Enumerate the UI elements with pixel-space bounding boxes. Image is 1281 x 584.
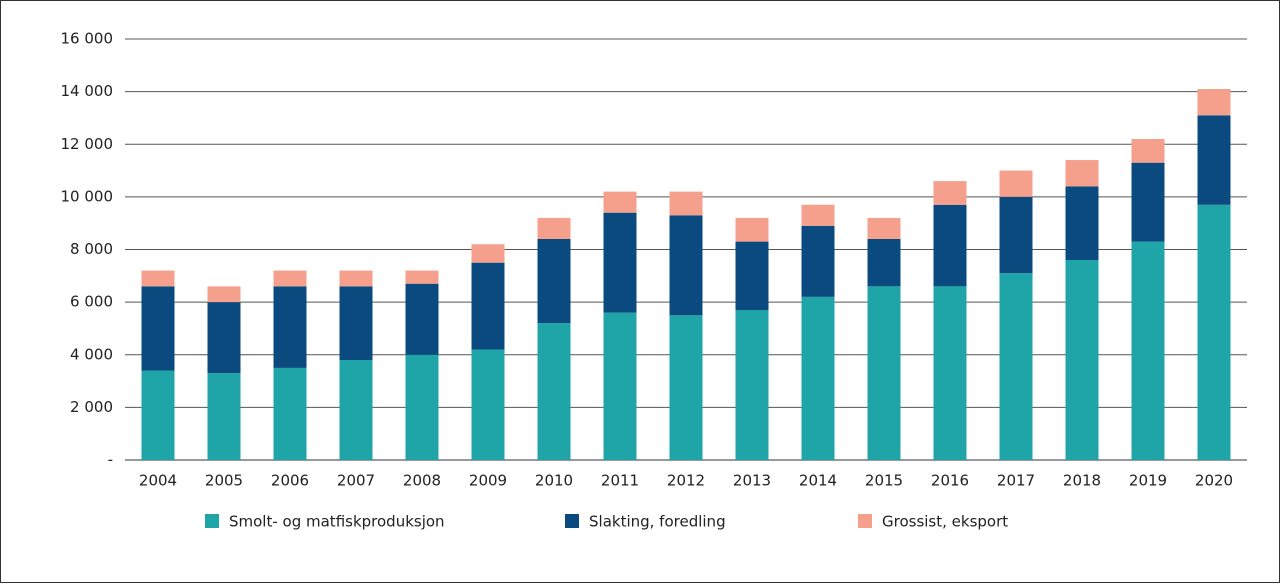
y-tick-label: 6 000	[70, 293, 113, 311]
x-tick-label: 2013	[733, 472, 771, 490]
bar-segment	[603, 191, 637, 213]
x-tick-label: 2010	[535, 472, 573, 490]
bar-segment	[1131, 162, 1165, 242]
x-tick-label: 2005	[205, 472, 243, 490]
bar-segment	[537, 238, 571, 324]
bar-segment	[471, 262, 505, 350]
bar-segment	[933, 286, 967, 460]
legend-label: Slakting, foredling	[589, 513, 726, 531]
bar-segment	[867, 238, 901, 287]
y-tick-label: 14 000	[61, 82, 114, 100]
bar-segment	[405, 270, 439, 284]
x-tick-label: 2009	[469, 472, 507, 490]
bar-segment	[207, 373, 241, 460]
bar-segment	[801, 225, 835, 297]
bar-segment	[1065, 186, 1099, 261]
bar-segment	[669, 215, 703, 316]
x-tick-label: 2004	[139, 472, 177, 490]
bar-segment	[933, 204, 967, 287]
bar-segment	[339, 270, 373, 287]
bar-segment	[735, 241, 769, 311]
x-tick-label: 2015	[865, 472, 903, 490]
legend-swatch	[205, 514, 219, 528]
bar-segment	[273, 367, 307, 460]
bar-segment	[405, 283, 439, 355]
x-tick-label: 2012	[667, 472, 705, 490]
bar-segment	[933, 181, 967, 205]
x-tick-label: 2018	[1063, 472, 1101, 490]
y-tick-label: 2 000	[70, 398, 113, 416]
y-tick-label: 12 000	[61, 135, 114, 153]
bar-segment	[735, 310, 769, 460]
bar-segment	[1131, 138, 1165, 163]
bar-segment	[141, 370, 175, 460]
bar-segment	[339, 360, 373, 460]
bar-segment	[801, 296, 835, 460]
bar-segment	[471, 349, 505, 460]
bar-segment	[735, 217, 769, 242]
bar-segment	[999, 170, 1033, 197]
bar-segment	[603, 312, 637, 460]
x-tick-label: 2017	[997, 472, 1035, 490]
bar-segment	[141, 286, 175, 371]
x-tick-label: 2007	[337, 472, 375, 490]
x-tick-label: 2019	[1129, 472, 1167, 490]
bar-segment	[1131, 241, 1165, 460]
bar-segment	[141, 270, 175, 287]
bar-segment	[1065, 160, 1099, 187]
x-tick-label: 2011	[601, 472, 639, 490]
bar-segment	[537, 217, 571, 239]
bar-segment	[999, 196, 1033, 274]
bar-segment	[273, 286, 307, 368]
y-tick-label: -	[108, 451, 113, 469]
bar-segment	[669, 191, 703, 216]
x-tick-label: 2008	[403, 472, 441, 490]
bar-segment	[999, 273, 1033, 460]
bar-segment	[207, 286, 241, 303]
bar-segment	[1197, 88, 1231, 116]
y-tick-label: 4 000	[70, 345, 113, 363]
legend-label: Grossist, eksport	[882, 513, 1008, 531]
bar-segment	[1065, 260, 1099, 460]
legend-swatch	[565, 514, 579, 528]
x-tick-label: 2006	[271, 472, 309, 490]
bar-segment	[669, 315, 703, 460]
bar-segment	[405, 354, 439, 460]
x-tick-label: 2014	[799, 472, 837, 490]
bar-segment	[867, 286, 901, 460]
bar-segment	[207, 302, 241, 374]
bar-segment	[603, 212, 637, 313]
bar-segment	[471, 244, 505, 263]
y-tick-label: 16 000	[61, 30, 114, 48]
legend-label: Smolt- og matfiskproduksjon	[229, 513, 445, 531]
y-tick-label: 10 000	[61, 187, 114, 205]
bar-segment	[273, 270, 307, 287]
bar-segment	[339, 286, 373, 361]
y-tick-label: 8 000	[70, 240, 113, 258]
x-tick-label: 2020	[1195, 472, 1233, 490]
bar-segment	[867, 217, 901, 239]
bar-segment	[1197, 115, 1231, 205]
x-tick-label: 2016	[931, 472, 969, 490]
bar-segment	[537, 323, 571, 460]
bar-segment	[801, 204, 835, 226]
bar-segment	[1197, 204, 1231, 460]
legend-swatch	[858, 514, 872, 528]
